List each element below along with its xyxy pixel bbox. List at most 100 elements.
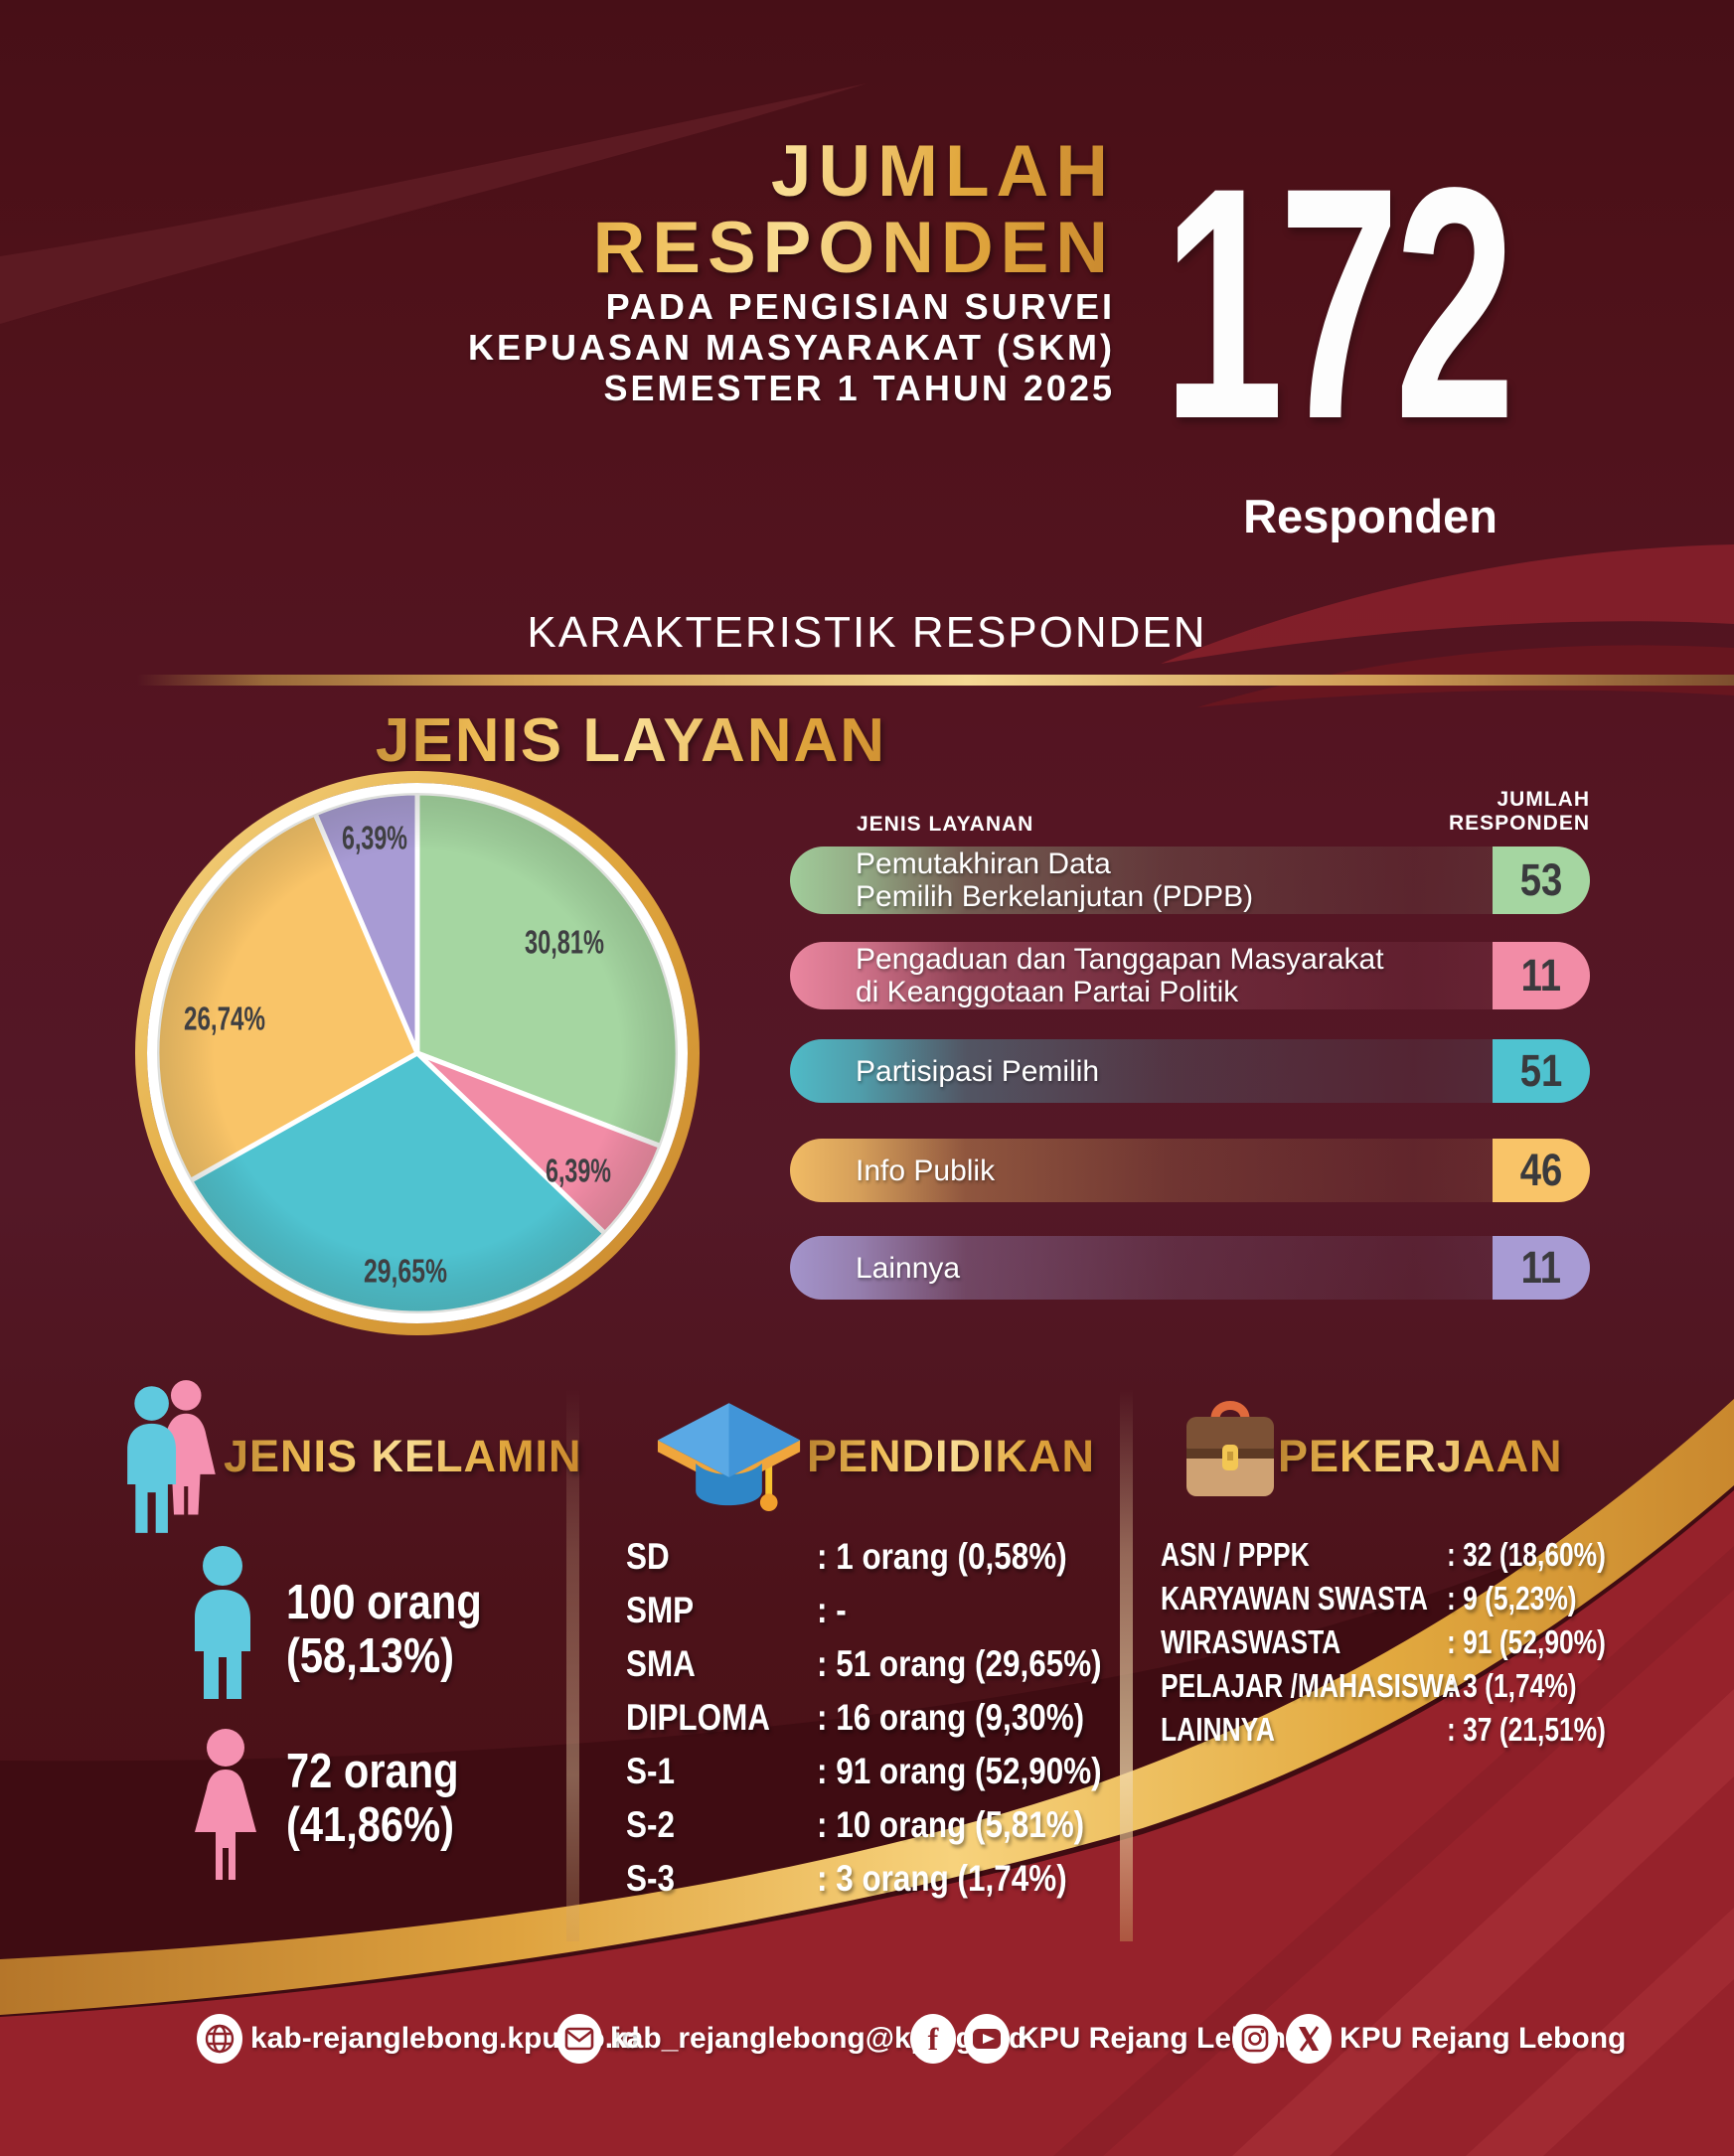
table-header-count-line1: JUMLAH xyxy=(1497,788,1590,811)
occupation-value: : 37 (21,51%) xyxy=(1447,1711,1606,1748)
service-row-label-line2: di Keanggotaan Partai Politik xyxy=(856,976,1239,1008)
globe-icon xyxy=(197,2014,242,2064)
table-header-count: JUMLAH RESPONDEN xyxy=(1449,788,1590,836)
male-stats: 100 orang (58,13%) xyxy=(286,1576,516,1683)
service-row-label-line1: Pengaduan dan Tanggapan Masyarakat xyxy=(856,943,1384,976)
pie-label-lainnya: 6,39% xyxy=(342,820,407,856)
education-label: S-3 xyxy=(626,1858,675,1899)
education-value: : - xyxy=(817,1590,847,1630)
red-streak-1 xyxy=(1053,1546,1734,2156)
service-row-pdpb: Pemutakhiran Data Pemilih Berkelanjutan … xyxy=(790,847,1590,914)
service-row-label-line2: Pemilih Berkelanjutan (PDPB) xyxy=(856,880,1254,913)
male-icon xyxy=(195,1546,250,1699)
bottom-red-band xyxy=(0,1490,1734,2156)
female-percent: (41,86%) xyxy=(286,1798,455,1852)
red-streak-3 xyxy=(1466,1908,1734,2156)
service-row-value: 53 xyxy=(1493,847,1590,914)
occupation-table: ASN / PPPK : 32 (18,60%) KARYAWAN SWASTA… xyxy=(1161,1536,1697,1765)
total-respondents-value: 172 xyxy=(1163,119,1515,488)
service-row-value: 46 xyxy=(1493,1139,1590,1202)
female-count: 72 orang xyxy=(286,1745,459,1798)
service-row-label-line1: Partisipasi Pemilih xyxy=(856,1054,1100,1088)
female-icon xyxy=(195,1729,256,1880)
service-row-pengaduan: Pengaduan dan Tanggapan Masyarakat di Ke… xyxy=(790,942,1590,1009)
facebook-icon: f xyxy=(910,2014,956,2064)
occupation-label: PELAJAR /MAHASISWA xyxy=(1161,1667,1462,1704)
gold-divider-line xyxy=(137,675,1734,686)
email-icon xyxy=(556,2014,602,2064)
occupation-section-title: PEKERJAAN xyxy=(1278,1431,1563,1481)
education-label: SMP xyxy=(626,1590,695,1630)
pie-label-pengaduan: 6,39% xyxy=(546,1153,611,1189)
footer-instagram-x[interactable]: KPU Rejang Lebong xyxy=(1232,2013,1626,2065)
occupation-label: KARYAWAN SWASTA xyxy=(1161,1580,1428,1617)
column-divider-right xyxy=(1120,1389,1133,1941)
pie-gold-ring xyxy=(135,771,700,1335)
occupation-value: : 3 (1,74%) xyxy=(1447,1667,1577,1704)
gold-ribbon-swoosh xyxy=(0,1399,1734,2015)
footer-email-text[interactable]: kab_rejanglebong@kpu.go.id xyxy=(610,2022,1027,2055)
header-title-block: JUMLAH RESPONDEN PADA PENGISIAN SURVEI K… xyxy=(468,133,1115,408)
table-header-service: JENIS LAYANAN xyxy=(857,813,1034,836)
service-pie-chart: 30,81% 6,39% 29,65% 26,74% 6,39% xyxy=(135,771,700,1335)
male-percent: (58,13%) xyxy=(286,1629,455,1683)
total-respondents-label: Responden xyxy=(1243,490,1498,542)
briefcase-icon xyxy=(1186,1401,1274,1496)
education-value: : 3 orang (1,74%) xyxy=(817,1858,1067,1899)
service-row-value: 11 xyxy=(1493,1236,1590,1300)
occupation-value: : 91 (52,90%) xyxy=(1447,1623,1606,1660)
pie-inner-shade xyxy=(157,793,678,1313)
graduation-cap-icon xyxy=(657,1403,801,1512)
occupation-label: LAINNYA xyxy=(1161,1711,1275,1748)
education-label: SD xyxy=(626,1536,670,1577)
service-row-label-line1: Pemutakhiran Data xyxy=(856,847,1111,880)
service-row-label: Pengaduan dan Tanggapan Masyarakat di Ke… xyxy=(856,943,1384,1008)
subtitle-line-1: PADA PENGISIAN SURVEI xyxy=(605,286,1115,327)
service-row-label: Lainnya xyxy=(856,1252,960,1285)
column-divider-left xyxy=(566,1389,579,1941)
service-row-label-line1: Info Publik xyxy=(856,1154,996,1187)
service-row-label: Info Publik xyxy=(856,1155,995,1187)
male-count: 100 orang xyxy=(286,1576,482,1629)
section-title: KARAKTERISTIK RESPONDEN xyxy=(527,608,1207,657)
education-value: : 91 orang (52,90%) xyxy=(817,1751,1102,1791)
education-value: : 1 orang (0,58%) xyxy=(817,1536,1067,1577)
pie-label-partisipasi: 29,65% xyxy=(364,1253,447,1290)
education-label: DIPLOMA xyxy=(626,1697,771,1738)
service-row-label: Pemutakhiran Data Pemilih Berkelanjutan … xyxy=(856,847,1253,913)
right-swoosh xyxy=(1161,544,1734,664)
service-row-lainnya: Lainnya 11 xyxy=(790,1236,1590,1300)
title-line-1: JUMLAH xyxy=(468,133,1115,210)
occupation-value: : 9 (5,23%) xyxy=(1447,1580,1577,1617)
youtube-icon xyxy=(964,2014,1010,2064)
service-row-label: Partisipasi Pemilih xyxy=(856,1055,1099,1088)
gender-section-title: JENIS KELAMIN xyxy=(224,1431,582,1481)
footer-email[interactable]: kab_rejanglebong@kpu.go.id xyxy=(556,2013,1026,2065)
service-row-value: 11 xyxy=(1493,942,1590,1009)
education-section-title: PENDIDIKAN xyxy=(807,1431,1096,1481)
red-streak-2 xyxy=(1232,1689,1734,2156)
pie-white-ring xyxy=(147,783,688,1323)
education-value: : 51 orang (29,65%) xyxy=(817,1643,1102,1684)
occupation-value: : 32 (18,60%) xyxy=(1447,1536,1606,1573)
subtitle-line-2: KEPUASAN MASYARAKAT (SKM) xyxy=(467,327,1115,368)
gender-pair-icon xyxy=(127,1380,216,1533)
svg-text:f: f xyxy=(928,2021,939,2057)
service-row-value: 51 xyxy=(1493,1039,1590,1103)
subtitle-line-3: SEMESTER 1 TAHUN 2025 xyxy=(603,368,1115,408)
title-line-2: RESPONDEN xyxy=(468,210,1115,286)
female-stats: 72 orang (41,86%) xyxy=(286,1745,489,1852)
education-value: : 16 orang (9,30%) xyxy=(817,1697,1085,1738)
occupation-label: ASN / PPPK xyxy=(1161,1536,1310,1573)
pie-label-pdpb: 30,81% xyxy=(525,924,604,961)
topleft-swoosh xyxy=(0,83,867,324)
pie-label-info-publik: 26,74% xyxy=(184,1001,265,1037)
table-header-count-line2: RESPONDEN xyxy=(1448,812,1590,835)
footer-instagram-x-text[interactable]: KPU Rejang Lebong xyxy=(1340,2022,1627,2055)
education-label: S-1 xyxy=(626,1751,675,1791)
service-row-label-line1: Lainnya xyxy=(856,1251,961,1285)
chart-title: JENIS LAYANAN xyxy=(333,705,929,776)
service-row-partisipasi: Partisipasi Pemilih 51 xyxy=(790,1039,1590,1103)
